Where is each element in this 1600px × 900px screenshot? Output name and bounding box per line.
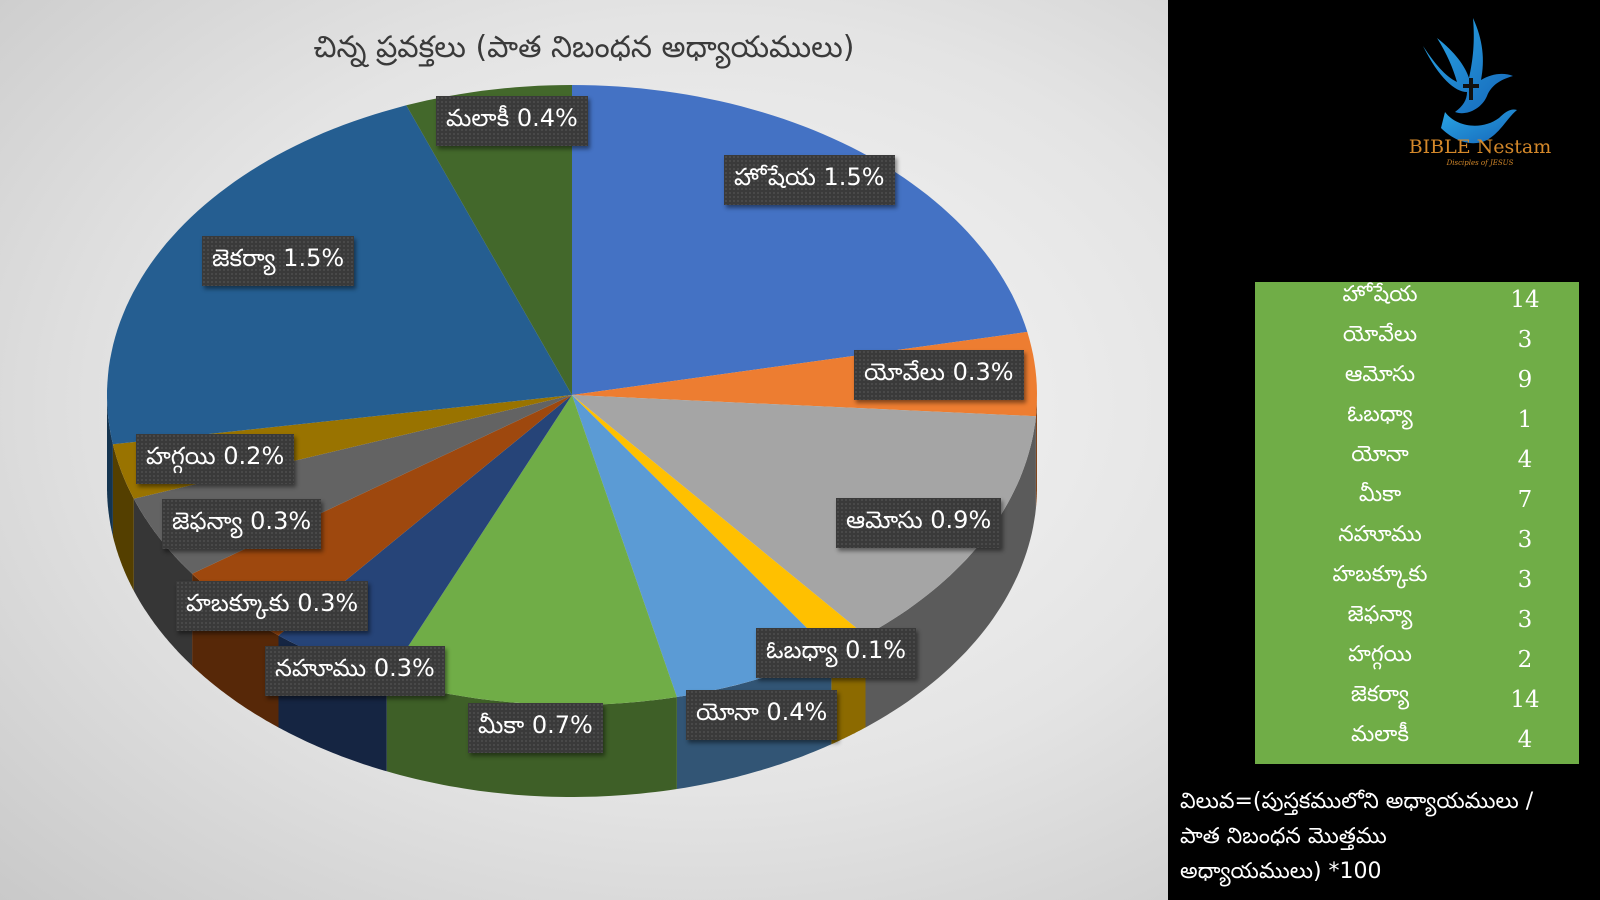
book-name: ఓబధ్యా bbox=[1347, 402, 1413, 427]
table-row: జెకర్యా 14 bbox=[1255, 682, 1579, 722]
chapter-count: 3 bbox=[1517, 607, 1533, 633]
slice-2-side bbox=[1035, 395, 1037, 509]
data-label-8: హబక్కూకు 0.3% bbox=[176, 581, 369, 631]
formula-line-1: విలువ=(పుస్తకములోని అధ్యాయములు / bbox=[1180, 789, 1534, 814]
slice-8 bbox=[192, 395, 572, 636]
slice-1 bbox=[572, 85, 1028, 395]
table-row: హగ్గయి 2 bbox=[1255, 642, 1579, 682]
table-row: యోవేలు 3 bbox=[1255, 322, 1579, 362]
chapter-count: 14 bbox=[1510, 287, 1540, 313]
book-name: మలాకీ bbox=[1351, 722, 1409, 747]
table-row: ఆమోసు 9 bbox=[1255, 362, 1579, 402]
book-name: హోషేయ bbox=[1342, 282, 1418, 307]
data-label-6: మీకా 0.7% bbox=[468, 703, 603, 753]
table-row: యోనా 4 bbox=[1255, 442, 1579, 482]
chapter-table: హోషేయ 14 యోవేలు 3 ఆమోసు 9 ఓబధ్యా 1 యోనా 4 మీకా 7 నహూ… bbox=[1255, 282, 1579, 764]
book-name: జెకర్యా bbox=[1350, 682, 1410, 707]
data-label-2: యోవేలు 0.3% bbox=[854, 350, 1024, 400]
table-row: జెఫన్యా 3 bbox=[1255, 602, 1579, 642]
slice-11-side bbox=[107, 395, 113, 537]
chapter-count: 3 bbox=[1517, 527, 1533, 553]
chapter-count: 3 bbox=[1517, 567, 1533, 593]
slice-12 bbox=[406, 85, 572, 395]
data-label-10: హగ్గయి 0.2% bbox=[136, 434, 295, 484]
table-row: నహూము 3 bbox=[1255, 522, 1579, 562]
chapter-count: 9 bbox=[1517, 367, 1533, 393]
slice-4 bbox=[572, 395, 866, 653]
table-row: మలాకీ 4 bbox=[1255, 722, 1579, 762]
book-name: మీకా bbox=[1358, 482, 1402, 507]
data-label-11: జెకర్యా 1.5% bbox=[202, 236, 355, 286]
book-name: యోవేలు bbox=[1342, 322, 1418, 347]
book-name: హబక్కూకు bbox=[1332, 562, 1428, 587]
book-name: యోనా bbox=[1351, 442, 1409, 467]
formula-line-2: పాత నిబంధన మొత్తము bbox=[1180, 824, 1387, 849]
logo-name: BIBLE Nestam bbox=[1408, 136, 1552, 158]
chapter-count: 4 bbox=[1517, 727, 1533, 753]
chapter-count: 4 bbox=[1517, 447, 1533, 473]
chapter-count: 7 bbox=[1517, 487, 1533, 513]
chart-title: చిన్న ప్రవక్తలు (పాత నిబంధన అధ్యాయములు) bbox=[313, 30, 855, 65]
book-name: హగ్గయి bbox=[1348, 642, 1412, 667]
table-row: ఓబధ్యా 1 bbox=[1255, 402, 1579, 442]
data-label-9: జెఫన్యా 0.3% bbox=[162, 499, 322, 549]
book-name: నహూము bbox=[1338, 522, 1422, 547]
data-label-1: హోషేయ 1.5% bbox=[724, 155, 895, 205]
data-label-12: మలాకీ 0.4% bbox=[436, 96, 588, 146]
chapter-count: 3 bbox=[1517, 327, 1533, 353]
chapter-count: 1 bbox=[1517, 407, 1533, 433]
logo-subtitle: Disciples of JESUS bbox=[1446, 159, 1514, 167]
slice-3 bbox=[572, 395, 1036, 636]
dove-cross-hand-icon bbox=[1423, 18, 1517, 144]
chapter-count: 14 bbox=[1510, 687, 1540, 713]
book-name: ఆమోసు bbox=[1344, 362, 1416, 387]
chapter-count: 2 bbox=[1517, 647, 1533, 673]
data-label-5: యోనా 0.4% bbox=[686, 690, 838, 740]
data-label-3: ఆమోసు 0.9% bbox=[836, 498, 1002, 548]
formula-line-3: అధ్యాయములు) *100 bbox=[1180, 859, 1382, 884]
table-row: హబక్కూకు 3 bbox=[1255, 562, 1579, 602]
table-row: మీకా 7 bbox=[1255, 482, 1579, 522]
table-row: హోషేయ 14 bbox=[1255, 282, 1579, 322]
slice-5 bbox=[572, 395, 832, 697]
data-label-7: నహూము 0.3% bbox=[265, 646, 445, 696]
formula-note: విలువ=(పుస్తకములోని అధ్యాయములు / పాత నిబ… bbox=[1180, 784, 1590, 889]
slice-10-side bbox=[112, 444, 134, 591]
chart-panel: చిన్న ప్రవక్తలు (పాత నిబంధన అధ్యాయములు) … bbox=[0, 0, 1168, 900]
data-label-4: ఓబధ్యా 0.1% bbox=[756, 628, 917, 678]
slice-6 bbox=[386, 395, 677, 705]
book-name: జెఫన్యా bbox=[1347, 602, 1413, 627]
